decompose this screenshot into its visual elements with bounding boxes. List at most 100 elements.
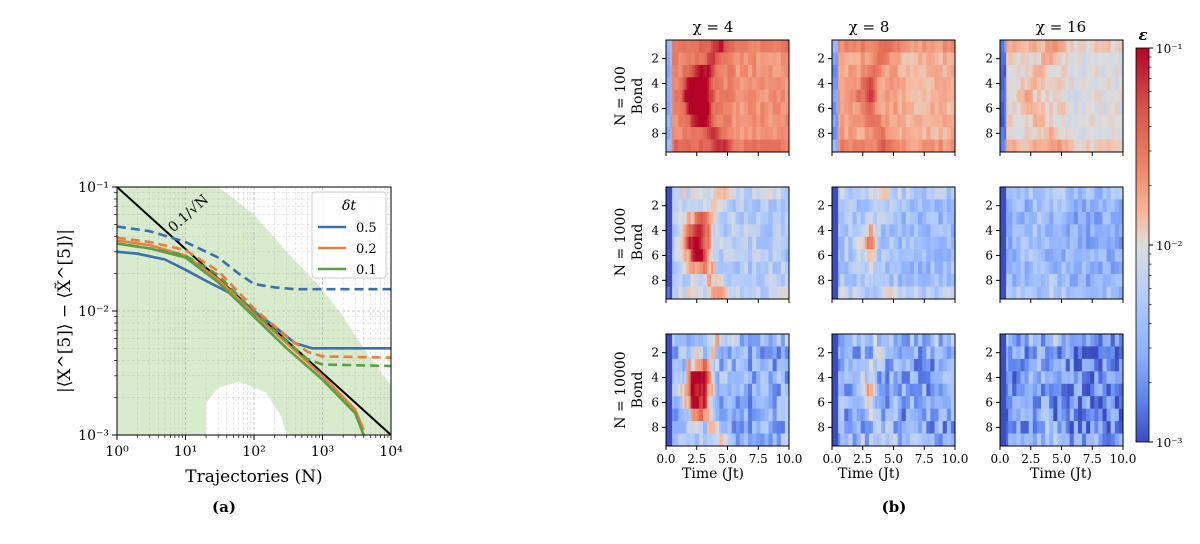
heatmap-cell: [1038, 236, 1042, 250]
heatmap-cell: [715, 383, 718, 397]
heatmap-cell: [709, 52, 712, 66]
heatmap-cell: [1063, 383, 1066, 397]
heatmap-cell: [711, 383, 714, 397]
heatmap-cell: [905, 211, 909, 225]
heatmap-cell: [1059, 224, 1062, 238]
heatmap-cell: [1092, 383, 1095, 397]
heatmap-cell: [842, 40, 845, 53]
heatmap-cell: [840, 127, 843, 140]
heatmap-cell: [893, 224, 896, 238]
heatmap-cell: [731, 224, 734, 238]
heatmap-cell: [752, 408, 755, 422]
heatmap-cell: [870, 236, 874, 250]
heatmap-cell: [842, 433, 845, 447]
heatmap-cell: [879, 286, 882, 300]
heatmap-cell: [719, 211, 722, 225]
heatmap-cell: [926, 396, 929, 410]
heatmap-cell: [1069, 346, 1073, 360]
heatmap-cell: [868, 102, 872, 116]
heatmap-cell: [1020, 286, 1023, 300]
heatmap-cell: [684, 286, 687, 300]
heatmap-cell: [766, 139, 769, 153]
heatmap-cell: [860, 89, 864, 103]
heatmap-cell: [1092, 236, 1095, 250]
heatmap-cell: [879, 408, 882, 422]
heatmap-cell: [899, 371, 903, 385]
heatmap-cell: [866, 286, 870, 300]
heatmap-cell: [1104, 139, 1107, 153]
heatmap-cell: [760, 396, 763, 410]
heatmap-cell: [893, 261, 896, 275]
heatmap-cell: [1096, 114, 1099, 128]
heatmap-cell: [854, 396, 857, 410]
heatmap-cell: [1114, 40, 1118, 53]
heatmap-cell: [1016, 334, 1019, 347]
heatmap-cell: [901, 102, 905, 116]
heatmap-cell: [733, 102, 737, 116]
heatmap-cell: [840, 249, 843, 263]
heatmap-cell: [1084, 40, 1087, 53]
heatmap-cell: [743, 187, 747, 200]
heatmap-cell: [721, 383, 724, 397]
heatmap-cell: [717, 114, 720, 128]
heatmap-cell: [944, 396, 948, 410]
heatmap-cell: [1000, 408, 1003, 422]
heatmap-cell: [780, 199, 784, 213]
heatmap-cell: [1084, 102, 1087, 116]
heatmap-cell: [688, 127, 691, 140]
heatmap-cell: [854, 334, 857, 347]
heatmap-cell: [752, 236, 755, 250]
heatmap-cell: [848, 396, 851, 410]
heatmap-cell: [860, 286, 864, 300]
heatmap-cell: [784, 346, 788, 360]
heatmap-cell: [1018, 114, 1021, 128]
heatmap-cell: [1112, 371, 1116, 385]
heatmap-cell: [704, 396, 708, 410]
heatmap-cell: [733, 187, 737, 200]
heatmap-cell: [877, 52, 880, 66]
heatmap-cell: [1055, 199, 1058, 213]
heatmap-cell: [684, 236, 687, 250]
heatmap-cell: [840, 433, 843, 447]
heatmap-cell: [741, 102, 745, 116]
heatmap-cell: [866, 334, 870, 347]
heatmap-cell: [1053, 199, 1056, 213]
heatmap-cell: [893, 77, 896, 91]
heatmap-cell: [1120, 383, 1124, 397]
heatmap-cell: [688, 358, 691, 372]
heatmap-cell: [1030, 139, 1034, 153]
heatmap-cell: [875, 408, 878, 422]
heatmap-cell: [846, 139, 849, 153]
heatmap-cell: [758, 334, 761, 347]
heatmap-cell: [700, 77, 704, 91]
heatmap-cell: [842, 383, 845, 397]
heatmap-cell: [1051, 371, 1054, 385]
heatmap-cell: [1032, 236, 1036, 250]
heatmap-cell: [1092, 224, 1095, 238]
heatmap-cell: [1008, 40, 1011, 53]
heatmap-cell: [903, 127, 907, 140]
heatmap-cell: [924, 421, 927, 434]
heatmap-cell: [895, 102, 898, 116]
heatmap-cell: [899, 224, 903, 238]
heatmap-cell: [1055, 114, 1058, 128]
heatmap-cell: [766, 77, 769, 91]
heatmap-cell: [873, 114, 876, 128]
heatmap-cell: [1116, 211, 1120, 225]
heatmap-cell: [702, 224, 706, 238]
heatmap-cell: [1038, 102, 1042, 116]
heatmap-cell: [946, 64, 950, 78]
heatmap-cell: [719, 224, 722, 238]
heatmap-cell: [883, 383, 886, 397]
heatmap-cell: [737, 334, 741, 347]
heatmap-cell: [1045, 139, 1048, 153]
heatmap-cell: [842, 77, 845, 91]
heatmap-cell: [721, 40, 724, 53]
heatmap-cell: [1079, 261, 1083, 275]
heatmap-cell: [1047, 102, 1050, 116]
heatmap-cell: [1045, 40, 1048, 53]
heatmap-cell: [676, 261, 679, 275]
heatmap-cell: [737, 433, 741, 447]
heatmap-cell: [938, 89, 941, 103]
